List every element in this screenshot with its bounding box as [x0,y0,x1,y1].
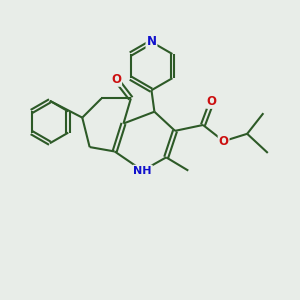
Text: O: O [219,135,229,148]
Text: O: O [207,95,217,108]
Text: N: N [146,35,157,48]
Text: O: O [111,73,121,86]
Text: NH: NH [134,166,152,176]
